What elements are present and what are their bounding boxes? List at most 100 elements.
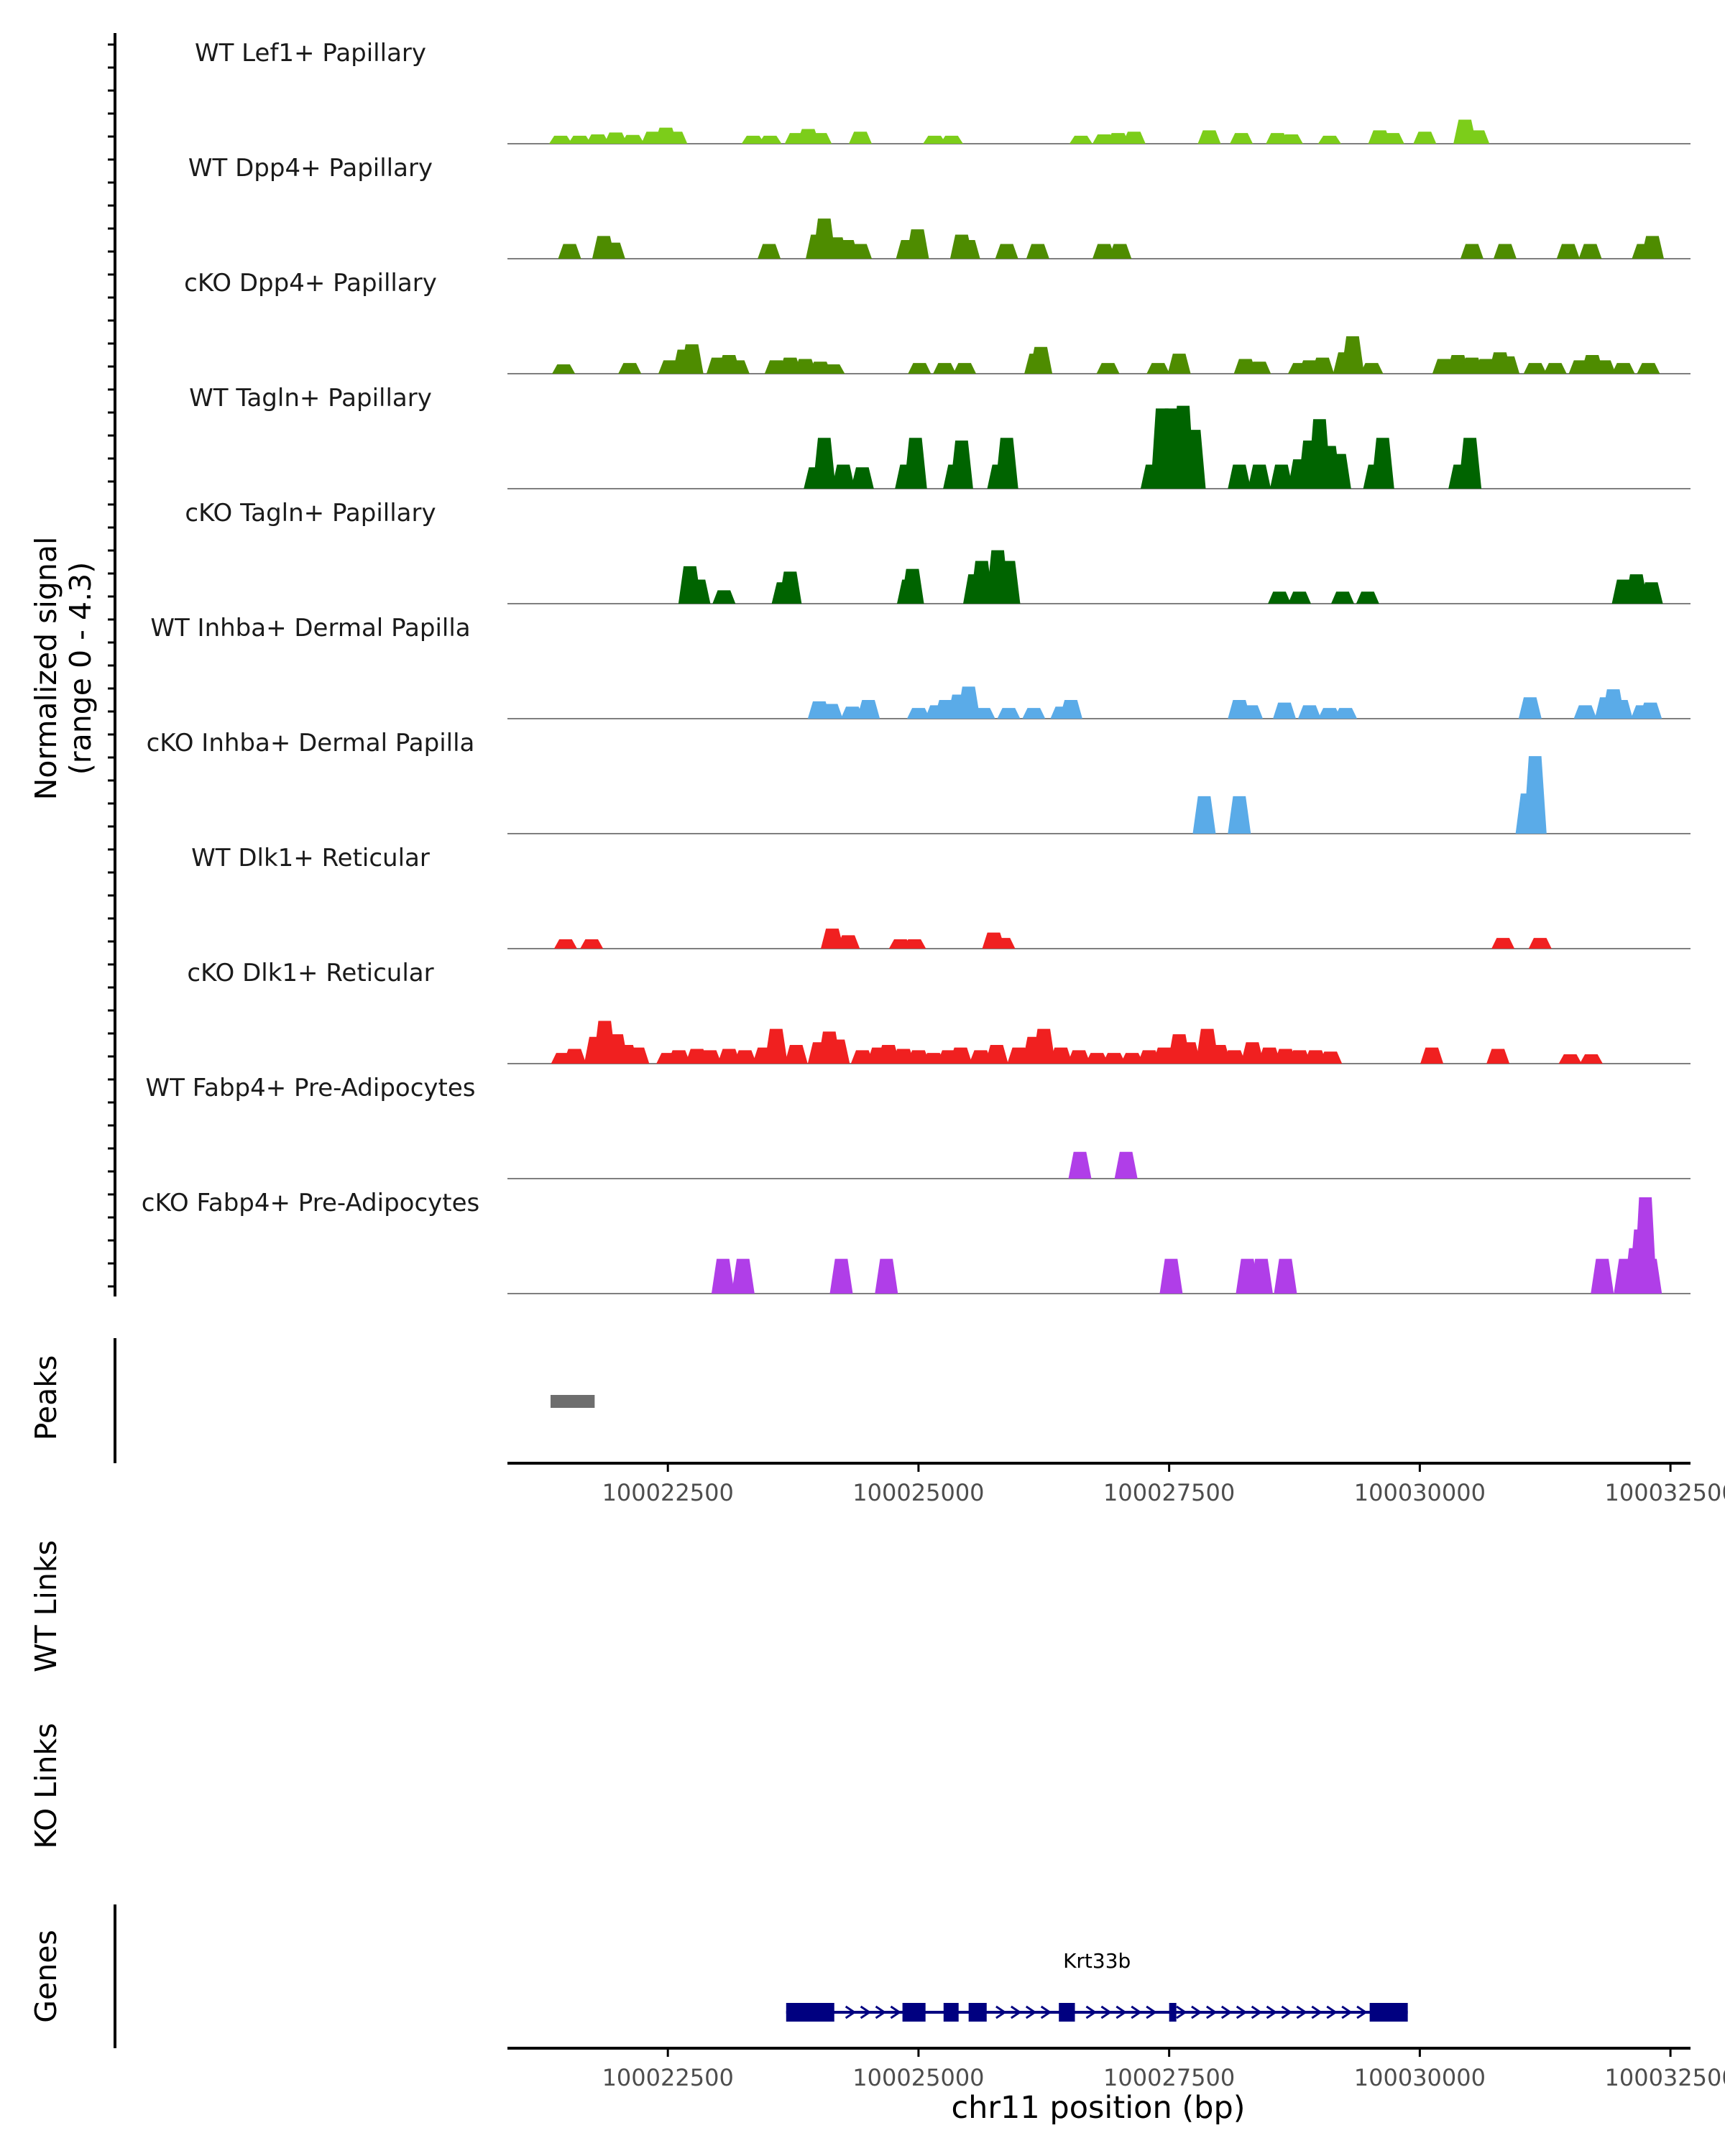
coverage-peak [908,363,932,374]
strand-arrow [1311,2005,1322,2019]
coverage-peak [875,1258,898,1294]
coverage-peak [1223,1050,1246,1064]
coverage-peak [1637,363,1660,374]
coverage-peak [1241,1042,1264,1064]
coverage-peak [1287,591,1311,604]
coverage-peak [1356,591,1379,604]
coverage-peak [1192,796,1216,834]
coverage-peak [849,132,873,144]
coverage-peak [712,590,736,604]
coverage-peak [1167,354,1191,374]
track-label: WT Dpp4+ Papillary [188,154,433,183]
track-label: WT Lef1+ Papillary [195,39,426,68]
strand-arrow [890,2005,901,2019]
coverage-peak [949,441,973,489]
track-10: cKO Fabp4+ Pre-Adipocytes [142,1189,1690,1294]
coverage-peak [1558,1054,1582,1064]
coverage-peak [1067,1050,1091,1064]
strand-arrow [1176,2005,1186,2019]
coverage-peak [602,242,625,259]
coverage-peak [1371,438,1394,489]
coverage-peak [829,1258,853,1294]
coverage-peak [1122,132,1146,144]
genes-track-label: Genes [29,1930,63,2023]
coverage-peak [809,133,832,144]
coverage-peak [906,229,929,259]
coverage-peak [1319,1051,1343,1064]
gene-krt33b: Krt33b [786,1949,1408,2022]
coverage-peak [1518,697,1542,719]
strand-arrow [1341,2005,1351,2019]
coverage-peak [1273,702,1297,719]
y-axis-label: Normalized signal [29,537,63,801]
coverage-peak [1609,699,1633,719]
coverage-peak [1486,1049,1510,1064]
coverage-peak [778,571,802,604]
coverage-peak [1340,336,1364,374]
strand-arrow [845,2005,855,2019]
coverage-peak [1360,363,1384,374]
coverage-peak [698,1050,722,1064]
strand-arrow [1116,2005,1126,2019]
coverage-peak [687,579,711,604]
coverage-peak [731,1258,755,1294]
coverage-peak [726,360,750,374]
strand-arrow [1206,2005,1216,2019]
track-label: cKO Fabp4+ Pre-Adipocytes [142,1189,480,1217]
strand-arrow [1326,2005,1337,2019]
coverage-tracks: WT Lef1+ Papillary WT Dpp4+ Papillary cKO … [108,33,1690,1296]
strand-arrow [995,2005,1006,2019]
coverage-peak [1639,582,1663,604]
coverage-peak [680,344,704,374]
coverage-peak [1523,756,1547,834]
track-label: WT Fabp4+ Pre-Adipocytes [146,1074,476,1102]
coverage-peak [1114,1151,1138,1179]
strand-arrow [1040,2005,1051,2019]
track-label: cKO Dpp4+ Papillary [184,269,437,298]
gene-exon [1369,2003,1408,2022]
peaks-track-label: Peaks [29,1355,63,1441]
coverage-peak [992,938,1016,949]
strand-arrow [875,2005,886,2019]
coverage-peak [1311,357,1335,374]
coverage-peak [1579,1054,1603,1064]
coverage-peak [1102,1053,1126,1064]
strand-arrow [1220,2005,1231,2019]
coverage-peak [758,244,781,259]
peaks-track [114,1338,595,1463]
coverage-peak [580,939,604,949]
coverage-peak [1611,363,1635,374]
x-tick-label: 100030000 [1354,1479,1486,1506]
coverage-peak [717,1049,741,1064]
coverage-peak [626,1047,650,1064]
x-axis-lower: 100022500 100025000 100027500 100030000 1000… [507,2047,1725,2091]
coverage-peak [1328,453,1351,489]
coverage-peak [1248,464,1271,489]
track-8: cKO Dlk1+ Reticular [187,959,1690,1064]
coverage-peak [1049,1047,1072,1064]
coverage-peak [1573,705,1597,719]
coverage-peak [1591,1258,1614,1294]
coverage-peak [1249,1258,1273,1294]
coverage-peak [1258,1047,1282,1064]
coverage-peak [1022,708,1046,719]
coverage-peak [923,135,947,144]
coverage-peak [997,561,1021,604]
peak-region [550,1395,595,1408]
coverage-peak [1491,938,1515,949]
coverage-peak [1032,1028,1056,1064]
x-tick-label: 100027500 [1103,2064,1235,2091]
coverage-peak [604,132,627,144]
strand-arrow [1281,2005,1292,2019]
strand-arrow [1131,2005,1141,2019]
coverage-peak [1059,699,1082,719]
coverage-peak [1121,1053,1144,1064]
coverage-peak [1268,591,1292,604]
strand-arrow [1236,2005,1246,2019]
coverage-peak [558,244,581,259]
genes-track: Krt33b [114,1904,1408,2048]
coverage-peak [1578,244,1602,259]
coverage-peak [812,438,836,489]
gene-exon [1059,2003,1075,2022]
coverage-peak [1159,1258,1183,1294]
